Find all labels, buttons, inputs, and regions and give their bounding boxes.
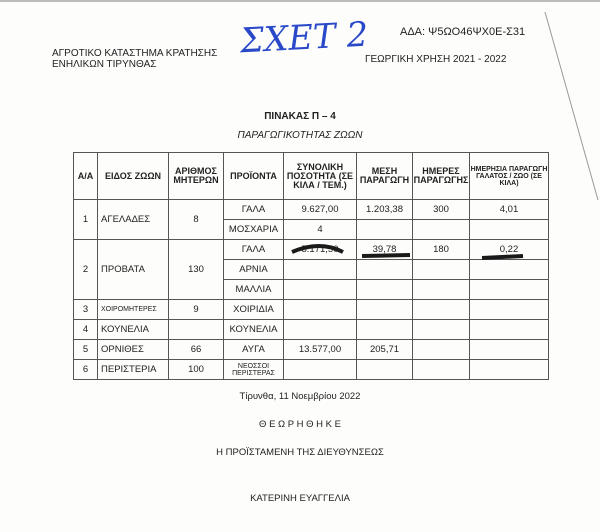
- table-row: 3 ΧΟΙΡΟΜΗΤΕΡΕΣ 9 ΧΟΙΡΙΔΙΑ: [73, 299, 549, 320]
- org-line1: ΑΓΡΟΤΙΚΟ ΚΑΤΑΣΤΗΜΑ ΚΡΑΤΗΣΗΣ: [52, 48, 218, 59]
- column-header: ΑΡΙΘΜΟΣ ΜΗΤΕΡΩΝ: [168, 152, 224, 200]
- product: ΝΕΟΣΣΟΙ ΠΕΡΙΣΤΕΡΑΣ: [223, 359, 284, 380]
- daily-cell: [469, 359, 549, 380]
- column-header: ΗΜΕΡΕΣ ΠΑΡΑΓΩΓΗΣ: [412, 152, 470, 200]
- animal-kind: ΠΕΡΙΣΤΕΡΙΑ: [97, 359, 169, 380]
- seen-stamp: Θ Ε Ω Ρ Η Θ Η Κ Ε: [259, 419, 341, 430]
- marker-stroke: [361, 253, 411, 258]
- table-subtitle: ΠΑΡΑΓΩΓΙΚΟΤΗΤΑΣ ΖΩΩΝ: [237, 130, 363, 141]
- table-row: 6 ΠΕΡΙΣΤΕΡΙΑ 100 ΝΕΟΣΣΟΙ ΠΕΡΙΣΤΕΡΑΣ: [73, 359, 549, 380]
- ada-code: ΑΔΑ: Ψ5ΩΟ46ΨΧ0Ε-Σ31: [400, 26, 526, 38]
- table-row: 4 ΚΟΥΝΕΛΙΑ ΚΟΥΝΕΛΙΑ: [73, 319, 549, 340]
- production-table: Α/Α ΕΙΔΟΣ ΖΩΩΝ ΑΡΙΘΜΟΣ ΜΗΤΕΡΩΝ ΠΡΟΪΟΝΤΑ ΣΥΝΟ…: [73, 152, 549, 380]
- place-date: Τίρυνθα, 11 Νοεμβρίου 2022: [239, 391, 361, 402]
- column-header: ΜΕΣΗ ΠΑΡΑΓΩΓΗ: [356, 152, 413, 200]
- marker-stroke: [291, 244, 344, 254]
- column-header: ΠΡΟΪΟΝΤΑ: [223, 152, 284, 200]
- marker-stroke: [481, 254, 524, 260]
- org-line2: ΕΝΗΛΙΚΩΝ ΤΙΡΥΝΘΑΣ: [52, 59, 157, 70]
- mothers-count: 8: [168, 199, 224, 240]
- column-header: ΗΜΕΡΗΣΙΑ ΠΑΡΑΓΩΓΗ ΓΑΛΑΤΟΣ / ΖΩΟ (ΣΕ ΚΙΛΑ…: [469, 152, 549, 200]
- signatory-name: ΚΑΤΕΡΙΝΗ ΕΥΑΓΓΕΛΙΑ: [250, 493, 350, 504]
- scan-edge: [0, 0, 600, 2]
- table-row: 1 ΑΓΕΛΑΔΕΣ 8 ΓΑΛΑ 9.627,00 1.203,38 300 4,01: [73, 199, 549, 240]
- row-number: 2: [73, 239, 98, 300]
- fiscal-year: ΓΕΩΡΓΙΚΗ ΧΡΗΣΗ 2021 - 2022: [365, 54, 507, 65]
- table-title: ΠΙΝΑΚΑΣ Π – 4: [264, 111, 336, 122]
- table-row: ΜΟΣΧΑΡΙΑ 4: [74, 219, 549, 240]
- table-row: 2 ΠΡΟΒΑΤΑ 130 ΓΑΛΑ 5.171,50 39,78 180 0,22: [73, 239, 549, 300]
- signatory-role: Η ΠΡΟΪΣΤΑΜΕΝΗ ΤΗΣ ΔΙΕΥΘΥΝΣΕΩΣ: [216, 447, 384, 458]
